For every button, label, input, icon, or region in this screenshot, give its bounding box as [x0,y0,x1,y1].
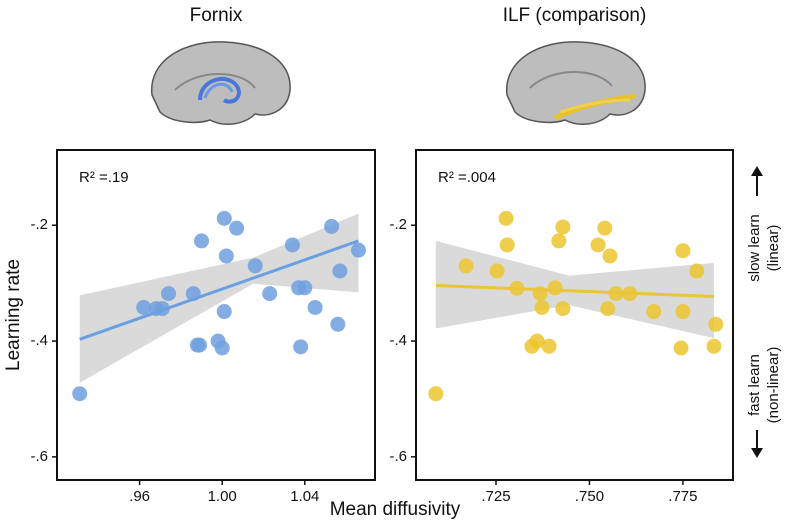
y-axis-label: Learning rate [3,259,24,371]
data-point [689,263,705,279]
data-point [646,304,662,320]
side-annotation: slow learn (linear) fast learn (non-line… [746,166,782,458]
data-point [551,233,567,249]
y-tick-label: -.2 [30,216,48,233]
data-point [284,237,300,253]
data-point [529,333,545,349]
brain-illustration [151,41,646,126]
data-point [216,304,232,320]
data-point [708,316,724,332]
data-point [191,337,207,353]
y-tick-label: -.2 [389,216,407,233]
data-point [547,280,563,296]
data-point [602,248,618,264]
data-point [297,280,313,296]
data-point [332,263,348,279]
data-point [555,301,571,317]
data-point [218,248,234,264]
side-label: (non-linear) [765,347,782,424]
panel-title: Fornix [190,5,243,26]
data-point [229,220,245,236]
plot-frame [415,149,734,481]
data-point [673,340,689,356]
data-point [428,386,444,402]
data-point [706,338,722,354]
data-point [293,339,309,355]
side-label: slow learn [746,214,763,282]
data-point [499,237,515,253]
data-point [350,242,366,258]
data-point [262,286,278,302]
fit-line [435,283,714,298]
data-point [72,386,88,402]
x-tick-label: .96 [129,488,150,505]
r-squared: R² =.004 [438,169,496,186]
data-point [214,340,230,356]
data-point [216,210,232,226]
data-point [541,338,557,354]
fit-line [79,239,359,341]
y-tick-label: -.6 [30,448,48,465]
data-point [161,286,177,302]
arrow-head [751,166,763,176]
data-point [136,299,152,315]
data-point [330,316,346,332]
confidence-band [79,213,359,383]
side-label: (linear) [765,225,782,272]
data-point [534,299,550,315]
data-point [597,220,613,236]
x-tick-label: .725 [481,488,510,505]
x-tick-label: .750 [575,488,604,505]
arrow-head [751,448,763,458]
plot-frame [56,149,376,481]
data-point [675,243,691,259]
y-tick-label: -.6 [389,448,407,465]
data-point [458,258,474,274]
y-tick-label: -.4 [30,332,48,349]
y-tick-label: -.4 [389,332,407,349]
data-point [324,218,340,234]
x-tick-label: .775 [668,488,697,505]
data-point [675,304,691,320]
data-point [247,258,263,274]
data-point [498,210,514,226]
x-tick-label: 1.00 [208,488,237,505]
data-point [194,233,210,249]
data-point [555,219,571,235]
panel-title: ILF (comparison) [503,5,647,26]
r-squared: R² =.19 [79,169,129,186]
data-point [489,263,505,279]
data-point [600,301,616,317]
x-tick-label: 1.04 [290,488,319,505]
x-axis-label: Mean diffusivity [330,499,461,520]
data-point [590,237,606,253]
side-label: fast learn [746,354,763,416]
data-point [307,299,323,315]
